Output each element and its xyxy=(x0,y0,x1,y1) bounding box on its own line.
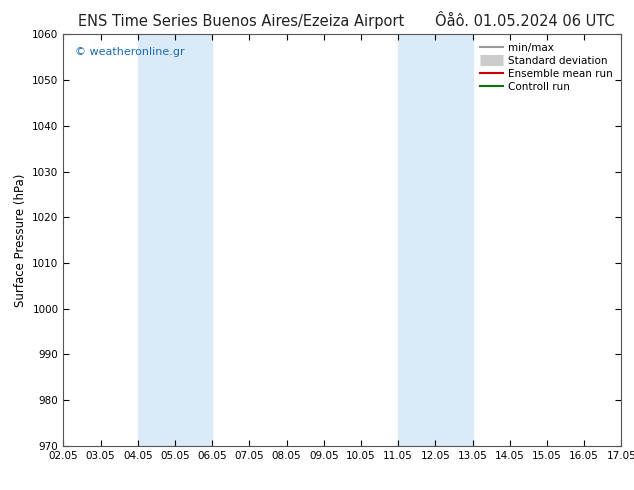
Y-axis label: Surface Pressure (hPa): Surface Pressure (hPa) xyxy=(14,173,27,307)
Text: ENS Time Series Buenos Aires/Ezeiza Airport: ENS Time Series Buenos Aires/Ezeiza Airp… xyxy=(78,14,404,29)
Bar xyxy=(398,34,472,446)
Legend: min/max, Standard deviation, Ensemble mean run, Controll run: min/max, Standard deviation, Ensemble me… xyxy=(477,40,616,95)
Bar xyxy=(138,34,212,446)
Text: Ôåô. 01.05.2024 06 UTC: Ôåô. 01.05.2024 06 UTC xyxy=(436,14,615,29)
Text: © weatheronline.gr: © weatheronline.gr xyxy=(75,47,184,57)
